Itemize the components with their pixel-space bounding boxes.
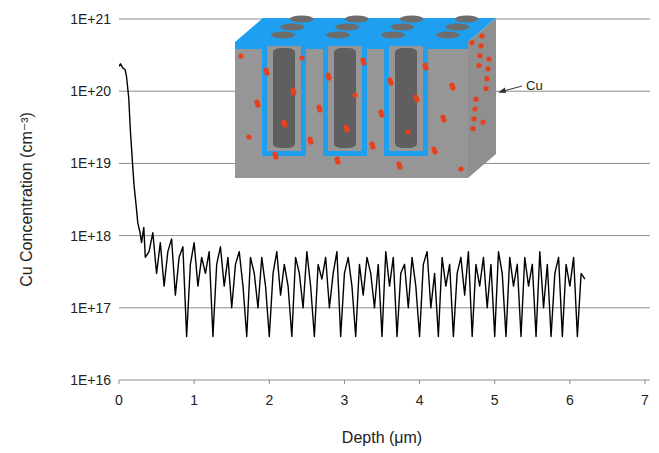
inset-hole bbox=[445, 24, 469, 31]
inset-hole bbox=[455, 16, 479, 23]
inset-cu-dot bbox=[387, 77, 392, 82]
inset-hole bbox=[290, 16, 314, 23]
inset-trench bbox=[328, 46, 362, 151]
inset-cu-dot bbox=[360, 57, 365, 62]
inset-cu-dot bbox=[479, 33, 484, 38]
inset-hole bbox=[436, 32, 460, 39]
inset-cu-dot bbox=[246, 134, 251, 139]
inset-cu-dot bbox=[325, 72, 330, 77]
x-axis-title: Depth (μm) bbox=[342, 429, 422, 446]
grid-line bbox=[119, 235, 650, 236]
inset-cu-dot bbox=[307, 136, 312, 141]
inset-cu-dot bbox=[483, 86, 488, 91]
inset-cu-dot bbox=[478, 43, 483, 48]
inset-cu-dot bbox=[480, 120, 485, 125]
grid bbox=[119, 19, 650, 380]
inset-cu-dot bbox=[449, 82, 454, 87]
inset-cu-dot bbox=[299, 55, 304, 60]
x-tick bbox=[569, 380, 570, 384]
inset-hole bbox=[271, 32, 295, 39]
inset-cu-dot bbox=[316, 104, 321, 109]
inset-diagram bbox=[235, 16, 522, 179]
x-tick-label: 6 bbox=[566, 392, 574, 408]
y-tick-label: 1E+19 bbox=[70, 155, 111, 171]
y-tick-label: 1E+16 bbox=[70, 372, 111, 388]
x-tick-label: 2 bbox=[265, 392, 273, 408]
chart: 1E+16 1E+17 1E+18 1E+19 1E+20 1E+21 0 1 2 3 4 5 6 7 De… bbox=[0, 0, 659, 453]
inset-cu-dot bbox=[413, 94, 418, 99]
inset-cu-dot bbox=[431, 146, 436, 151]
inset-cu-dot bbox=[254, 99, 259, 104]
inset-front bbox=[235, 42, 468, 178]
inset-trench-liner bbox=[384, 42, 428, 156]
y-axis-title: Cu Concentration (cm⁻³) bbox=[18, 112, 35, 287]
x-tick bbox=[494, 380, 495, 384]
inset-cu-dot bbox=[281, 119, 286, 124]
inset-cu-dot bbox=[477, 53, 482, 58]
x-tick bbox=[119, 380, 120, 384]
inset-hole bbox=[390, 24, 414, 31]
inset-cu-dot bbox=[486, 56, 491, 61]
x-tick-label: 7 bbox=[641, 392, 649, 408]
inset-cu-dot bbox=[473, 97, 478, 102]
inset-cu-dot bbox=[334, 156, 339, 161]
inset-cu-dot bbox=[469, 40, 474, 45]
x-tick-label: 5 bbox=[491, 392, 499, 408]
inset-trench bbox=[389, 46, 423, 151]
inset-hole bbox=[335, 24, 359, 31]
x-tick bbox=[344, 380, 345, 384]
inset-cu-dot bbox=[343, 124, 348, 129]
inset-cu-dot bbox=[369, 141, 374, 146]
inset-pillar bbox=[334, 48, 356, 148]
y-tick-label: 1E+17 bbox=[70, 300, 111, 316]
inset-hole bbox=[280, 24, 304, 31]
y-tick-label: 1E+21 bbox=[70, 11, 111, 27]
inset-hole bbox=[326, 32, 350, 39]
grid-line bbox=[119, 307, 650, 308]
x-tick bbox=[194, 380, 195, 384]
annotation-arrowhead bbox=[498, 88, 506, 94]
inset-cu-dot bbox=[272, 151, 277, 156]
inset-cu-dot bbox=[352, 92, 357, 97]
x-tick bbox=[645, 380, 646, 384]
inset-pillar bbox=[273, 48, 295, 148]
inset-cu-dot bbox=[484, 76, 489, 81]
inset-hole bbox=[381, 32, 405, 39]
x-tick bbox=[419, 380, 420, 384]
plot-data bbox=[119, 64, 585, 337]
inset-trench-liner bbox=[323, 42, 367, 156]
inset-hole bbox=[400, 16, 424, 23]
x-tick-label: 4 bbox=[416, 392, 424, 408]
inset-trench-liner bbox=[262, 42, 306, 156]
annotation: Cu bbox=[526, 78, 543, 93]
inset-trench bbox=[267, 46, 301, 151]
inset-cu-dot bbox=[440, 114, 445, 119]
x-tick-label: 3 bbox=[341, 392, 349, 408]
inset-cu-dot bbox=[238, 53, 243, 58]
inset-cu-dot bbox=[422, 62, 427, 67]
inset-cu-dot bbox=[378, 109, 383, 114]
inset-cu-dot bbox=[263, 67, 268, 72]
y-tick-label: 1E+18 bbox=[70, 228, 111, 244]
inset-cu-dot bbox=[485, 66, 490, 71]
inset-cu-dot bbox=[476, 63, 481, 68]
inset-cu-dot bbox=[471, 116, 476, 121]
inset-cu-dot bbox=[472, 106, 477, 111]
x-tick-label: 0 bbox=[115, 392, 123, 408]
x-tick bbox=[269, 380, 270, 384]
inset-cu-dot bbox=[290, 87, 295, 92]
y-tick-label: 1E+20 bbox=[70, 83, 111, 99]
inset-top bbox=[235, 18, 496, 42]
inset-cu-dot bbox=[470, 126, 475, 131]
inset-cu-dot bbox=[396, 161, 401, 166]
data-line bbox=[119, 64, 585, 337]
inset-cu-dot bbox=[458, 166, 463, 171]
x-tick-label: 1 bbox=[190, 392, 198, 408]
inset-side bbox=[468, 18, 496, 178]
inset-hole bbox=[345, 16, 369, 23]
inset-cu-dot bbox=[405, 129, 410, 134]
